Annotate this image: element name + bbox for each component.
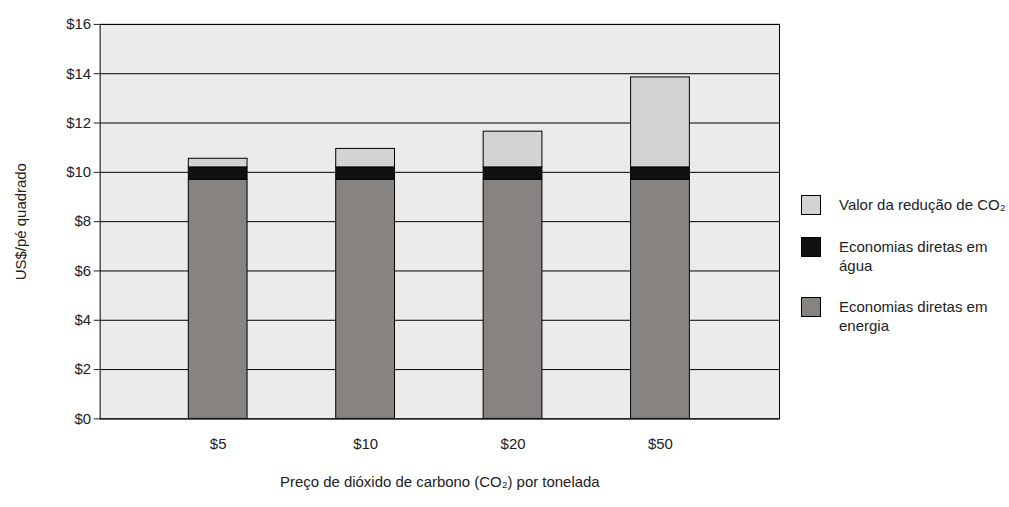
html-text:Valor da redução de CO₂: Valor da redução de CO₂ — [839, 196, 1006, 213]
svg-text:$2: $2 — [75, 360, 92, 377]
html-text:Economias diretas em água: Economias diretas em água — [839, 238, 988, 274]
svg-text:$4: $4 — [75, 311, 92, 328]
svg-text:$12: $12 — [66, 114, 91, 131]
svg-text:Preço de dióxido de carbono (C: Preço de dióxido de carbono (CO₂) por to… — [280, 473, 600, 490]
svg-text:$8: $8 — [75, 212, 92, 229]
svg-text:$50: $50 — [648, 435, 673, 452]
svg-text:US$/pé quadrado: US$/pé quadrado — [12, 163, 29, 280]
svg-text:$10: $10 — [353, 435, 378, 452]
html-text:Economias diretas em energia: Economias diretas em energia — [839, 298, 988, 334]
svg-text:$10: $10 — [66, 163, 91, 180]
svg-text:$20: $20 — [501, 435, 526, 452]
svg-text:$0: $0 — [75, 410, 92, 427]
svg-text:$14: $14 — [66, 64, 91, 81]
svg-text:$6: $6 — [75, 262, 92, 279]
svg-text:$16: $16 — [66, 15, 91, 32]
svg-text:$5: $5 — [210, 435, 227, 452]
